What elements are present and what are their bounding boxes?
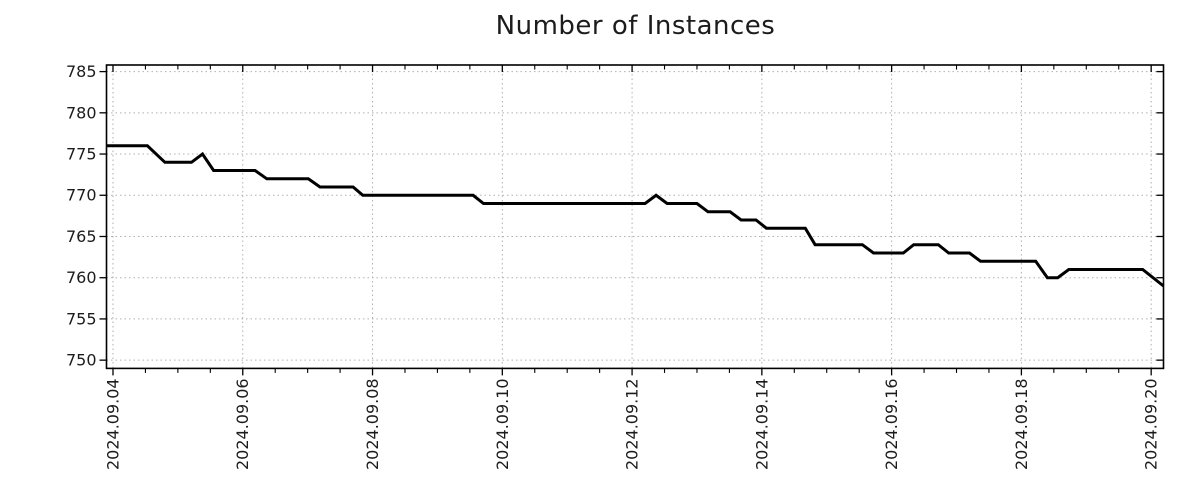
x-tick-label: 2024.09.08: [363, 378, 382, 470]
y-tick-label: 765: [66, 227, 97, 246]
x-tick-label: 2024.09.10: [493, 378, 512, 470]
x-tick-label: 2024.09.14: [752, 378, 771, 470]
plot-border: [105, 64, 1165, 370]
x-tick-label: 2024.09.18: [1012, 378, 1031, 470]
y-tick-label: 785: [66, 62, 97, 81]
y-tick-label: 760: [66, 268, 97, 287]
x-tick-label: 2024.09.12: [623, 378, 642, 470]
y-tick-label: 770: [66, 186, 97, 205]
x-tick-label: 2024.09.20: [1142, 378, 1161, 470]
y-tick-label: 750: [66, 351, 97, 370]
y-tick-label: 780: [66, 103, 97, 122]
x-tick-label: 2024.09.06: [233, 378, 252, 470]
chart-title: Number of Instances: [495, 11, 776, 41]
x-tick-label: 2024.09.04: [103, 378, 122, 470]
data-line-instances: [106, 144, 1165, 288]
y-tick-label: 775: [66, 144, 97, 163]
y-tick-label: 755: [66, 309, 97, 328]
x-tick-label: 2024.09.16: [882, 378, 901, 470]
